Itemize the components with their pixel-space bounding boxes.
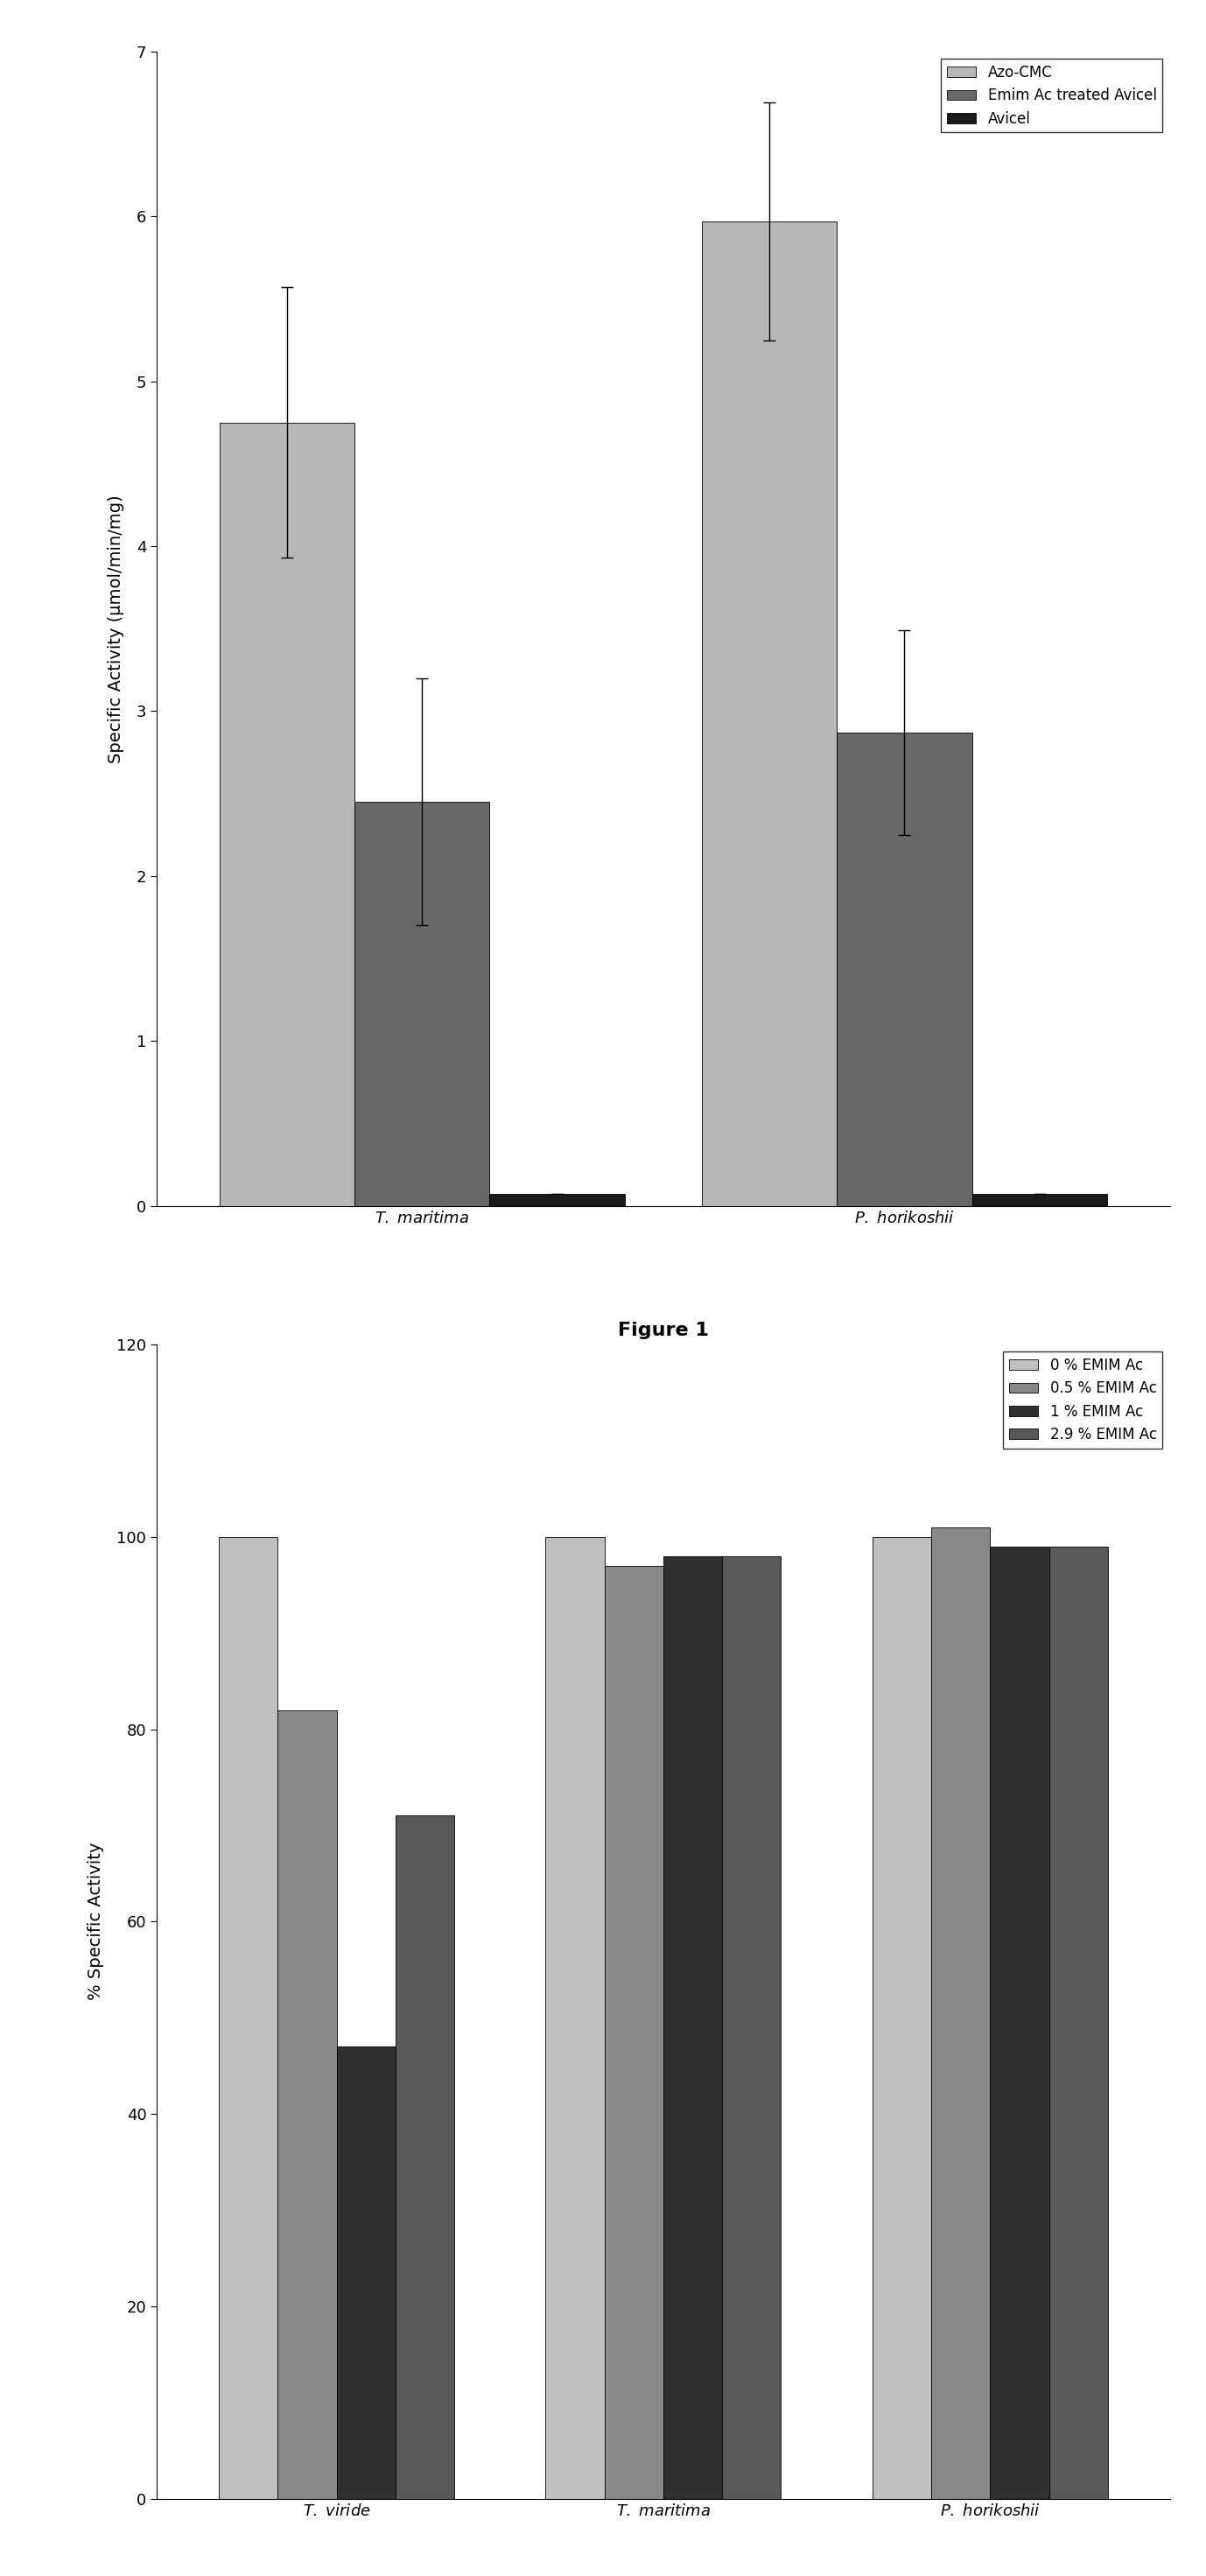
Y-axis label: % Specific Activity: % Specific Activity (88, 1842, 105, 2002)
Bar (219, 422, 355, 1206)
Text: Figure 1: Figure 1 (617, 1321, 709, 1340)
Bar (702, 222, 837, 1206)
Bar (931, 1528, 990, 2499)
Bar (663, 1556, 722, 2499)
Bar (396, 1816, 455, 2499)
Bar (604, 1566, 663, 2499)
Bar (277, 1710, 336, 2499)
Bar (336, 2045, 396, 2499)
Bar (972, 1195, 1107, 1206)
Bar (872, 1538, 931, 2499)
Bar (722, 1556, 781, 2499)
Bar (837, 732, 972, 1206)
Bar (490, 1195, 625, 1206)
Bar (355, 801, 490, 1206)
Legend: Azo-CMC, Emim Ac treated Avicel, Avicel: Azo-CMC, Emim Ac treated Avicel, Avicel (941, 59, 1163, 131)
Bar (990, 1546, 1049, 2499)
Bar (545, 1538, 604, 2499)
Bar (1049, 1546, 1108, 2499)
Y-axis label: Specific Activity (μmol/min/mg): Specific Activity (μmol/min/mg) (107, 495, 124, 762)
Bar (218, 1538, 277, 2499)
Legend: 0 % EMIM Ac, 0.5 % EMIM Ac, 1 % EMIM Ac, 2.9 % EMIM Ac: 0 % EMIM Ac, 0.5 % EMIM Ac, 1 % EMIM Ac,… (1003, 1352, 1163, 1448)
